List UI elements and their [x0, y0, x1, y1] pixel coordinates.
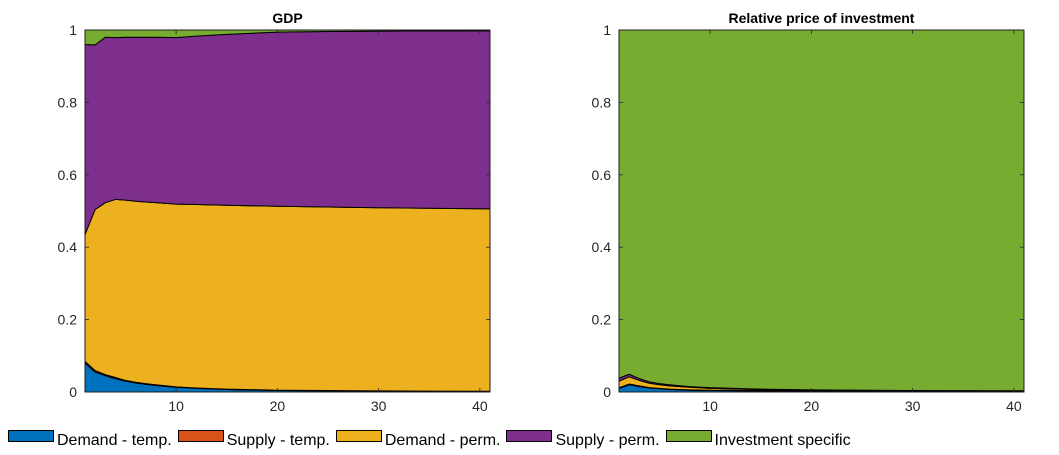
- y-tick-label: 0.2: [58, 312, 78, 328]
- chart-title: GDP: [272, 10, 302, 26]
- area-investment-specific: [618, 29, 1025, 392]
- y-tick-label: 0.2: [592, 312, 612, 328]
- x-tick-label: 10: [702, 398, 718, 414]
- legend: Demand - temp. Supply - temp. Demand - p…: [8, 430, 857, 452]
- x-tick-label: 30: [905, 398, 921, 414]
- x-tick-label: 40: [472, 398, 488, 414]
- y-tick-label: 1: [603, 22, 611, 38]
- legend-swatch-demand-temp: [8, 430, 54, 442]
- area-demand-perm: [84, 198, 491, 392]
- y-tick-label: 0.8: [592, 94, 612, 110]
- legend-swatch-investment-specific: [665, 430, 712, 442]
- plot-frame: [84, 29, 491, 393]
- y-tick-label: 0.8: [58, 94, 78, 110]
- y-tick-label: 0.6: [58, 167, 78, 183]
- legend-swatch-demand-perm: [335, 430, 382, 442]
- legend-item-demand-perm: Demand - perm.: [335, 430, 501, 450]
- legend-item-investment-specific: Investment specific: [665, 430, 851, 450]
- y-tick-label: 0.4: [58, 239, 78, 255]
- chart-panel-2: 0 0.2 0.4 0.6 0.8 1 10 20 30 40 Relative price of …: [592, 10, 1025, 414]
- legend-label-investment-specific: Investment specific: [714, 432, 851, 449]
- x-tick-label: 30: [371, 398, 387, 414]
- chart-panel-1: 0 0.2 0.4 0.6 0.8 1 10 20 30 40 GDP: [58, 10, 491, 414]
- legend-item-demand-temp: Demand - temp.: [8, 430, 172, 450]
- x-tick-label: 20: [270, 398, 286, 414]
- legend-label-demand-temp: Demand - temp.: [57, 432, 172, 449]
- legend-swatch-supply-temp: [177, 430, 224, 442]
- legend-label-supply-perm: Supply - perm.: [555, 432, 660, 449]
- chart-title: Relative price of investment: [729, 10, 915, 26]
- y-tick-label: 0.4: [592, 239, 612, 255]
- y-tick-label: 0: [69, 384, 77, 400]
- x-tick-label: 40: [1006, 398, 1022, 414]
- charts-canvas: 0 0.2 0.4 0.6 0.8 1 10 20 30 40 GDP 0 0.2 0.4 0.6 0.8 1 1…: [58, 10, 1025, 414]
- y-tick-label: 1: [69, 22, 77, 38]
- x-tick-label: 20: [804, 398, 820, 414]
- legend-label-demand-perm: Demand - perm.: [384, 432, 501, 449]
- y-tick-label: 0: [603, 384, 611, 400]
- y-tick-label: 0.6: [592, 167, 612, 183]
- x-tick-label: 10: [168, 398, 184, 414]
- legend-label-supply-temp: Supply - temp.: [226, 432, 330, 449]
- legend-swatch-supply-perm: [506, 430, 553, 442]
- plot-frame: [618, 29, 1025, 393]
- legend-item-supply-temp: Supply - temp.: [177, 430, 330, 450]
- legend-item-supply-perm: Supply - perm.: [506, 430, 660, 450]
